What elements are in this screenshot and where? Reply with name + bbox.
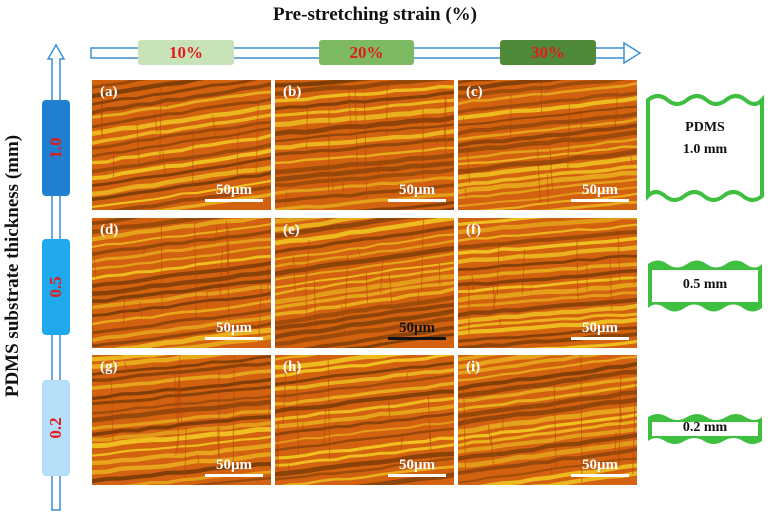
thickness-level-1-0: 1.0 — [42, 100, 70, 196]
micrograph-panel-g: (g) 50μm — [92, 355, 271, 485]
substrate-label: 0.5 mm — [682, 277, 728, 292]
micrograph-texture — [458, 218, 637, 348]
wavy-substrate-outline — [648, 414, 762, 444]
scale-bar: 50μm — [571, 457, 629, 477]
panel-label: (a) — [100, 84, 118, 100]
panel-label: (h) — [283, 359, 302, 375]
scale-bar-text: 50μm — [216, 182, 252, 198]
micrograph-texture — [92, 218, 271, 348]
scale-bar: 50μm — [205, 457, 263, 477]
scale-bar-line — [205, 337, 263, 340]
panel-label: (d) — [100, 222, 119, 238]
strain-level-10: 10% — [138, 40, 234, 65]
scale-bar-line — [388, 337, 446, 340]
scale-bar-line — [571, 474, 629, 477]
panel-label: (e) — [283, 222, 300, 238]
strain-level-30: 30% — [500, 40, 596, 65]
thickness-level-0-2: 0.2 — [42, 380, 70, 476]
pdms-substrate-1-0mm: PDMS 1.0 mm — [646, 92, 764, 204]
micrograph-texture — [275, 80, 454, 210]
scale-bar-line — [571, 337, 629, 340]
scale-bar-text: 50μm — [216, 320, 252, 336]
scale-bar-text: 50μm — [582, 457, 618, 473]
scale-bar-text: 50μm — [399, 182, 435, 198]
micrograph-texture — [275, 355, 454, 485]
panel-label: (g) — [100, 359, 118, 375]
scale-bar-text: 50μm — [582, 320, 618, 336]
scale-bar-text: 50μm — [399, 320, 435, 336]
micrograph-panel-e: (e) 50μm — [275, 218, 454, 348]
micrograph-panel-b: (b) 50μm — [275, 80, 454, 210]
micrograph-texture — [275, 218, 454, 348]
micrograph-panel-h: (h) 50μm — [275, 355, 454, 485]
scale-bar-line — [205, 199, 263, 202]
panel-label: (i) — [466, 359, 481, 375]
scale-bar: 50μm — [571, 320, 629, 340]
thickness-level-0-5: 0.5 — [42, 239, 70, 335]
micrograph-texture — [92, 355, 271, 485]
scale-bar-line — [388, 474, 446, 477]
panel-label: (b) — [283, 84, 302, 100]
wavy-substrate-outline — [646, 94, 764, 202]
micrograph-texture — [458, 80, 637, 210]
micrograph-texture — [92, 80, 271, 210]
scale-bar: 50μm — [388, 320, 446, 340]
thickness-level-label: 0.5 — [46, 276, 65, 298]
scale-bar-line — [388, 199, 446, 202]
micrograph-panel-a: (a) 50μm — [92, 80, 271, 210]
micrograph-panel-d: (d) 50μm — [92, 218, 271, 348]
scale-bar: 50μm — [205, 320, 263, 340]
pdms-substrate-0-5mm: 0.5 mm — [646, 257, 764, 315]
scale-bar: 50μm — [388, 182, 446, 202]
scale-bar: 50μm — [205, 182, 263, 202]
micrograph-texture — [458, 355, 637, 485]
scale-bar-text: 50μm — [399, 457, 435, 473]
wavy-substrate-outline — [648, 260, 762, 312]
scale-bar-text: 50μm — [216, 457, 252, 473]
pdms-substrate-0-2mm: 0.2 mm — [646, 411, 764, 447]
panel-label: (f) — [466, 222, 481, 238]
thickness-level-label: 1.0 — [46, 137, 65, 159]
micrograph-panel-i: (i) 50μm — [458, 355, 637, 485]
substrate-label: 1.0 mm — [682, 142, 728, 157]
thickness-level-label: 0.2 — [46, 417, 65, 439]
substrate-label: 0.2 mm — [682, 420, 728, 435]
micrograph-panel-c: (c) 50μm — [458, 80, 637, 210]
scale-bar-line — [571, 199, 629, 202]
y-axis-title: PDMS substrate thickness (mm) — [2, 134, 23, 398]
panel-label: (c) — [466, 84, 483, 100]
substrate-label: PDMS — [685, 120, 725, 135]
x-axis-title: Pre-stretching strain (%) — [272, 4, 478, 25]
scale-bar: 50μm — [388, 457, 446, 477]
strain-level-20: 20% — [319, 40, 414, 65]
micrograph-panel-f: (f) 50μm — [458, 218, 637, 348]
scale-bar-line — [205, 474, 263, 477]
scale-bar-text: 50μm — [582, 182, 618, 198]
scale-bar: 50μm — [571, 182, 629, 202]
